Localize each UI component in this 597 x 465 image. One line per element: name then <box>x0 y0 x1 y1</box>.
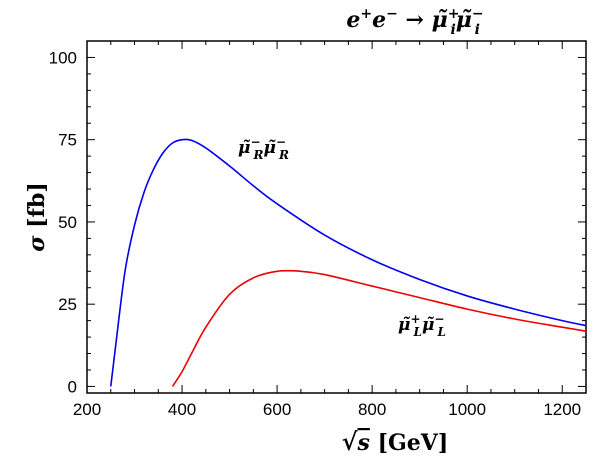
y-tick-label: 25 <box>58 295 77 314</box>
y-tick-label: 100 <box>49 48 77 67</box>
y-axis-label: σ [fb] <box>24 182 50 252</box>
x-axis-label: √s [GeV] <box>342 427 449 456</box>
series-line-muR <box>109 138 587 387</box>
x-tick-label: 200 <box>73 400 101 419</box>
y-tick-label: 0 <box>68 377 77 396</box>
series-line-muL <box>171 269 587 387</box>
x-tick-label: 400 <box>168 400 196 419</box>
plot-frame <box>86 40 587 394</box>
chart-title: e+e− → μ̃+ iμ̃− i <box>346 6 483 38</box>
x-tick-label: 800 <box>358 400 386 419</box>
x-tick-label: 1000 <box>448 400 486 419</box>
y-tick-label: 50 <box>58 213 77 232</box>
annotation-muR: μ̃− Rμ̃− R <box>238 135 289 162</box>
x-tick-label: 600 <box>263 400 291 419</box>
x-tick-label: 1200 <box>543 400 581 419</box>
annotation-muL: μ̃+ Lμ̃− L <box>398 312 446 339</box>
y-tick-label: 75 <box>58 131 77 150</box>
